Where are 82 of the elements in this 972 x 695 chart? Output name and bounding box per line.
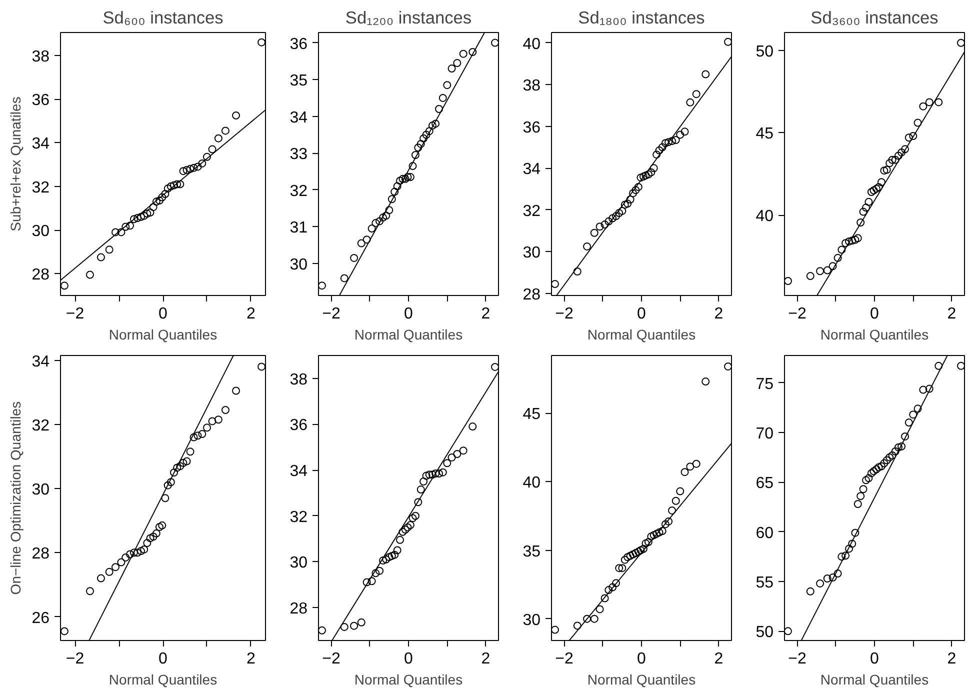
y-tick-label: 30 (290, 256, 308, 274)
chart-title: Sd₁₈₀₀ instances (578, 8, 706, 28)
x-axis-title: Normal Quantiles (108, 672, 218, 688)
y-tick-label: 35 (290, 72, 308, 90)
y-tick-label: 40 (756, 208, 774, 226)
x-tick-label: 0 (158, 306, 168, 322)
y-tick-label: 28 (32, 266, 50, 284)
x-tick-label: −2 (555, 650, 574, 668)
y-tick-label: 30 (32, 223, 50, 240)
y-tick-label: 32 (522, 202, 541, 220)
y-tick-label: 30 (32, 482, 50, 499)
y-tick-label: 36 (32, 92, 50, 110)
x-tick-label: 2 (246, 306, 256, 322)
x-tick-label: 2 (481, 650, 490, 668)
y-tick-label: 31 (290, 220, 308, 237)
x-tick-label: 0 (404, 306, 414, 322)
x-axis-title: Normal Quantiles (354, 326, 463, 342)
x-tick-label: 0 (870, 306, 880, 322)
x-tick-label: 2 (714, 306, 724, 322)
y-tick-label: 32 (32, 179, 50, 196)
chart-title: Sd₁₂₀₀ instances (345, 8, 472, 28)
y-tick-label: 30 (522, 244, 541, 262)
x-tick-label: 0 (158, 650, 168, 668)
y-tick-label: 36 (522, 119, 541, 136)
y-tick-label: 26 (32, 610, 50, 627)
x-tick-label: 0 (637, 306, 646, 322)
y-tick-label: 45 (522, 406, 541, 424)
y-tick-label: 28 (32, 546, 50, 563)
y-tick-label: 38 (522, 78, 541, 95)
x-tick-label: 2 (947, 306, 956, 322)
x-axis-title: Normal Quantiles (820, 672, 929, 688)
y-tick-label: 34 (290, 109, 308, 126)
x-axis-title: Normal Quantiles (354, 672, 463, 688)
y-tick-label: 28 (522, 286, 541, 304)
y-tick-label: 32 (290, 182, 308, 200)
y-tick-label: 30 (290, 554, 308, 572)
x-tick-label: 2 (947, 650, 956, 668)
x-tick-label: −2 (322, 650, 340, 668)
x-tick-label: −2 (788, 650, 806, 668)
y-tick-label: 40 (522, 36, 541, 53)
y-tick-label: 70 (756, 425, 774, 442)
chart-title: Sd₆₀₀ instances (102, 8, 224, 28)
x-tick-label: 2 (246, 650, 256, 668)
y-tick-label: 55 (756, 574, 774, 592)
y-tick-label: 36 (290, 36, 308, 53)
y-tick-label: 65 (756, 475, 774, 492)
x-tick-label: −2 (788, 306, 806, 322)
x-tick-label: −2 (555, 306, 574, 322)
y-tick-label: 50 (756, 43, 774, 60)
y-tick-label: 34 (522, 161, 541, 178)
y-tick-label: 75 (756, 376, 774, 393)
x-tick-label: −2 (322, 306, 340, 322)
x-tick-label: −2 (66, 306, 84, 322)
y-tick-label: 40 (522, 474, 541, 492)
y-tick-label: 34 (290, 463, 308, 480)
x-axis-title: Normal Quantiles (587, 326, 696, 342)
x-tick-label: 2 (714, 650, 724, 668)
y-tick-label: 34 (32, 353, 50, 370)
x-tick-label: 2 (481, 306, 490, 322)
y-tick-label: 34 (32, 136, 50, 153)
y-tick-label: 32 (32, 417, 50, 434)
y-tick-label: 38 (32, 48, 50, 66)
x-tick-label: 0 (870, 650, 880, 668)
y-tick-label: 35 (522, 543, 541, 560)
x-tick-label: 0 (637, 650, 646, 668)
x-axis-title: Normal Quantiles (587, 672, 696, 688)
y-tick-label: 33 (290, 146, 308, 164)
x-tick-label: 0 (404, 650, 414, 668)
y-tick-label: 32 (290, 508, 308, 526)
y-tick-label: 60 (756, 524, 774, 542)
y-tick-label: 30 (522, 612, 541, 629)
x-axis-title: Normal Quantiles (108, 326, 218, 342)
y-tick-label: 38 (290, 371, 308, 388)
y-axis-title: Sub+rel+ex Qunatiles (8, 96, 24, 232)
x-tick-label: −2 (66, 650, 84, 668)
y-tick-label: 36 (290, 417, 308, 434)
x-axis-title: Normal Quantiles (820, 326, 929, 342)
y-tick-label: 45 (756, 126, 774, 143)
y-tick-label: 50 (756, 624, 774, 642)
y-tick-label: 28 (290, 600, 308, 618)
chart-title: Sd₃₆₀₀ instances (810, 8, 939, 28)
y-axis-title: On−line Optimization Quantiles (8, 401, 24, 595)
